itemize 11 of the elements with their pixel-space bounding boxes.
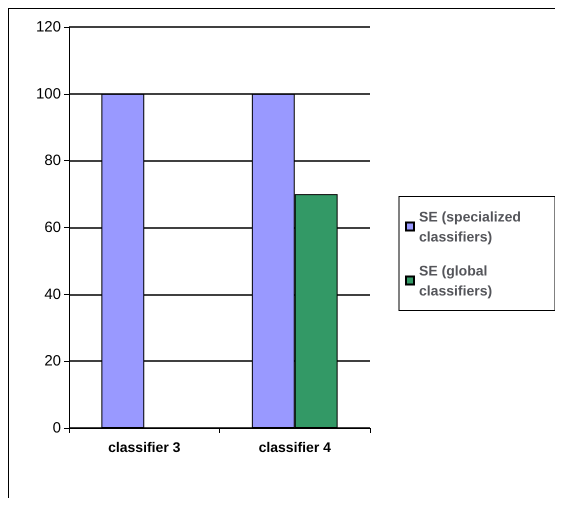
y-tick-label: 100 — [36, 85, 61, 102]
y-tick-label: 80 — [44, 152, 61, 170]
x-tick-label: classifier 3 — [108, 439, 181, 455]
x-tick-label: classifier 4 — [258, 439, 332, 455]
y-tick-label: 40 — [44, 286, 61, 303]
y-tick-label: 0 — [52, 420, 61, 436]
y-tick-label: 60 — [44, 219, 61, 236]
y-tick-label: 120 — [36, 18, 61, 36]
legend-label: SE (global classifiers) — [419, 262, 492, 298]
legend-label: SE (specialized classifiers) — [419, 208, 525, 244]
y-tick-label: 20 — [44, 352, 61, 370]
